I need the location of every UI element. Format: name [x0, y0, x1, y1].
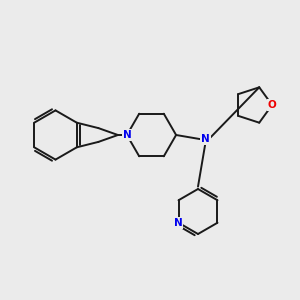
Text: O: O	[268, 100, 277, 110]
Text: N: N	[173, 218, 182, 228]
Text: N: N	[201, 134, 210, 145]
Text: N: N	[122, 130, 131, 140]
